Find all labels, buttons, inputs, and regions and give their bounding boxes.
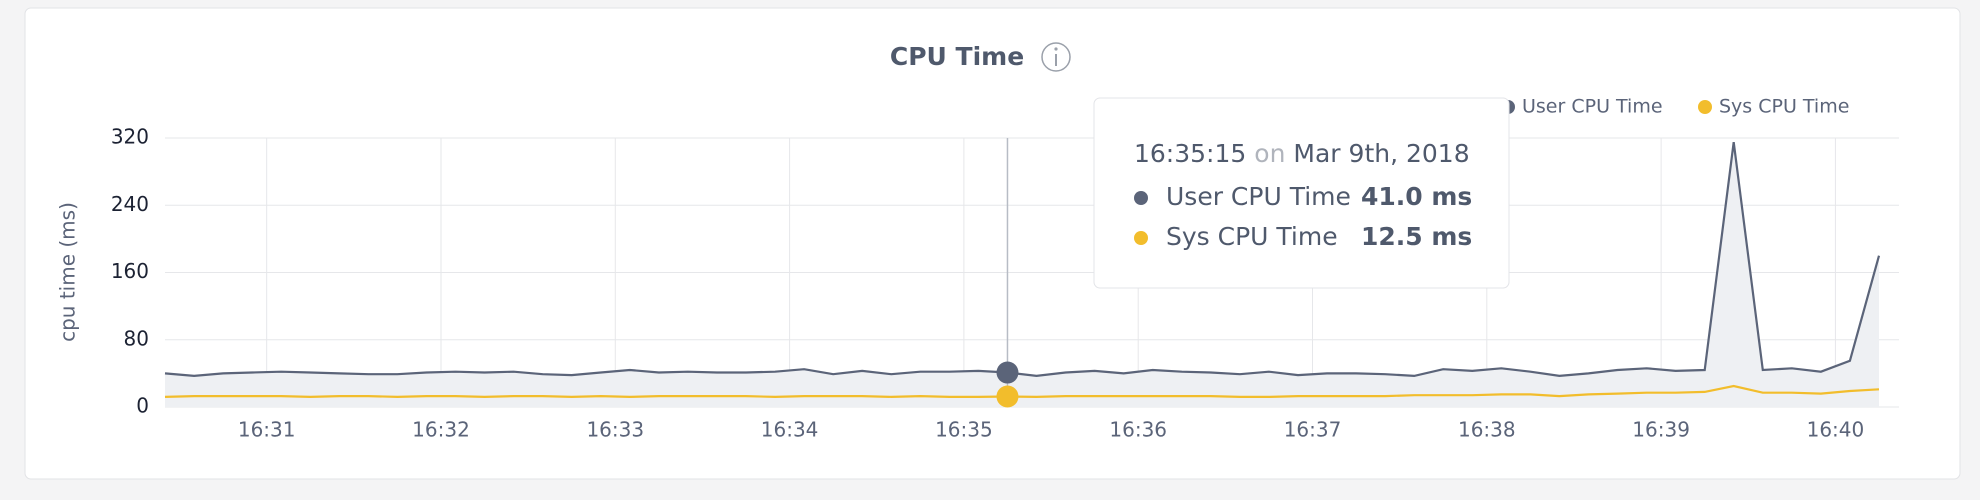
y-tick-label: 160 bbox=[111, 259, 149, 283]
tooltip-value: 41.0 ms bbox=[1361, 182, 1472, 211]
hover-dot bbox=[996, 385, 1019, 408]
tooltip-value: 12.5 ms bbox=[1361, 222, 1472, 251]
line bbox=[164, 142, 1881, 378]
card bbox=[24, 7, 1961, 480]
tooltip-part: Mar 9th, 2018 bbox=[1293, 139, 1469, 168]
x-tick-label: 16:35 bbox=[935, 418, 993, 442]
hover-dot bbox=[996, 361, 1019, 384]
x-tick-label: 16:34 bbox=[761, 418, 819, 442]
area bbox=[165, 142, 1879, 407]
tooltip-dot bbox=[1134, 191, 1148, 205]
x-tick-label: 16:38 bbox=[1458, 418, 1516, 442]
tooltip-header: 16:35:15 on Mar 9th, 2018 bbox=[1134, 139, 1470, 168]
legend-dot bbox=[1698, 100, 1712, 114]
x-tick-label: 16:32 bbox=[412, 418, 470, 442]
tooltip-series: Sys CPU Time bbox=[1166, 222, 1338, 251]
x-tick-label: 16:33 bbox=[586, 418, 644, 442]
legend-label: User CPU Time bbox=[1522, 96, 1663, 118]
info-icon[interactable] bbox=[1041, 42, 1071, 72]
y-tick-label: 0 bbox=[136, 394, 149, 418]
y-tick-label: 320 bbox=[111, 125, 149, 149]
line bbox=[164, 384, 1880, 399]
tooltip-part: on bbox=[1254, 139, 1285, 168]
tooltip-part: 16:35:15 bbox=[1134, 139, 1246, 168]
tooltip-series: User CPU Time bbox=[1166, 182, 1351, 211]
legend-label: Sys CPU Time bbox=[1719, 96, 1849, 118]
y-tick-label: 80 bbox=[124, 326, 149, 350]
tooltip-box bbox=[1093, 97, 1510, 289]
x-tick-label: 16:31 bbox=[238, 418, 296, 442]
x-tick-label: 16:36 bbox=[1109, 418, 1167, 442]
y-tick-label: 240 bbox=[111, 192, 149, 216]
tooltip-dot bbox=[1134, 231, 1148, 245]
x-tick-label: 16:37 bbox=[1284, 418, 1342, 442]
x-tick-label: 16:39 bbox=[1632, 418, 1690, 442]
chart-title: CPU Time bbox=[890, 42, 1024, 71]
y-axis-label: cpu time (ms) bbox=[56, 202, 80, 342]
x-tick-label: 16:40 bbox=[1807, 418, 1865, 442]
